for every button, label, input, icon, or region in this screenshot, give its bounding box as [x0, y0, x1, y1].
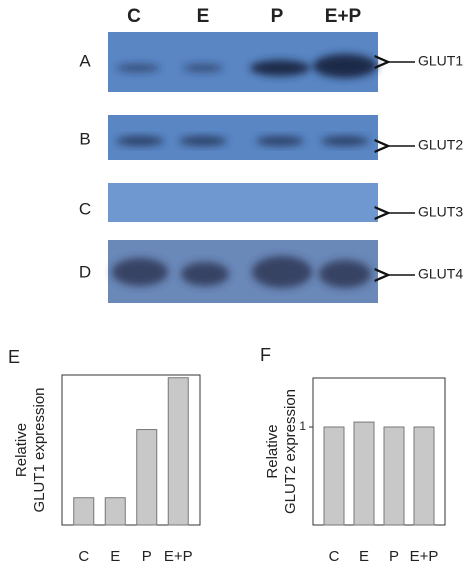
protein-label: GLUT2: [418, 137, 463, 153]
blot-a: A GLUT1: [79, 32, 463, 92]
bar: [323, 426, 345, 526]
plot-frame: [312, 377, 446, 526]
bar: [73, 497, 95, 526]
bar: [413, 426, 435, 526]
bar: [383, 426, 405, 526]
blot-c: C GLUT3: [79, 183, 463, 222]
blot-d: D GLUT4: [79, 240, 463, 303]
row-label: A: [79, 51, 91, 70]
y-axis-label: Relative: [264, 424, 281, 478]
y-axis-label: GLUT2 expression: [282, 389, 299, 514]
lane-label: P: [271, 6, 284, 27]
protein-label: GLUT1: [418, 53, 463, 69]
protein-label: GLUT3: [418, 204, 463, 220]
panel-label: E: [8, 347, 20, 367]
blot-b: B GLUT2: [79, 115, 463, 160]
lane-label: C: [127, 6, 141, 27]
x-tick-label: E: [110, 548, 120, 565]
row-label: D: [79, 262, 91, 281]
row-label: B: [79, 129, 90, 148]
x-tick-label: P: [389, 548, 399, 565]
protein-label: GLUT4: [418, 266, 463, 282]
x-tick-label: P: [142, 548, 152, 565]
bar: [104, 497, 126, 526]
bar: [136, 429, 158, 526]
lane-label: E+P: [325, 6, 362, 27]
bar: [353, 421, 375, 526]
row-label: C: [79, 199, 91, 218]
y-tick-label: 1: [299, 419, 306, 433]
y-axis-label: Relative: [13, 423, 30, 477]
x-tick-label: E+P: [410, 548, 439, 565]
x-tick-label: E: [359, 548, 369, 565]
x-tick-label: C: [78, 548, 89, 565]
y-axis-label: GLUT1 expression: [31, 387, 48, 512]
x-tick-label: C: [329, 548, 340, 565]
plot-frame: [61, 374, 201, 526]
panel-label: F: [260, 345, 271, 365]
lane-label: E: [197, 6, 210, 27]
bar: [167, 377, 189, 526]
blot-membrane: [108, 183, 378, 222]
x-tick-label: E+P: [164, 548, 193, 565]
